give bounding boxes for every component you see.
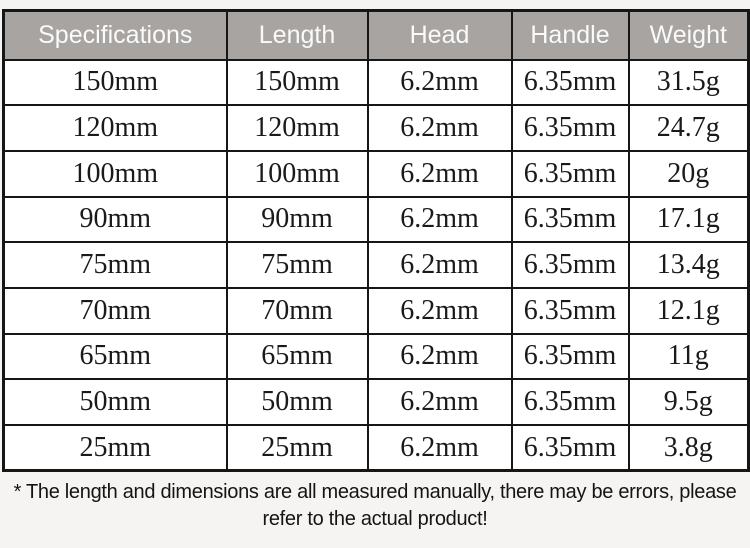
table-cell: 75mm — [225, 241, 369, 289]
table-cell: 6.35mm — [510, 286, 630, 335]
table-cell: 100mm — [225, 149, 369, 198]
footnote-line-2: refer to the actual product! — [262, 508, 488, 530]
table-cell: 50mm — [2, 378, 228, 426]
table-cell: 120mm — [225, 104, 369, 152]
table-cell: 6.2mm — [366, 241, 513, 289]
table-cell: 25mm — [225, 424, 369, 472]
table-cell: 50mm — [225, 378, 369, 426]
table-cell: 12.1g — [627, 286, 750, 335]
table-cell: 24.7g — [627, 104, 750, 152]
table-cell: 6.2mm — [366, 332, 513, 381]
column-header-head: Head — [366, 9, 513, 61]
table-cell: 11g — [627, 332, 750, 381]
table-cell: 25mm — [2, 424, 228, 472]
table-cell: 20g — [627, 149, 750, 198]
disclaimer-footnote: * The length and dimensions are all meas… — [0, 479, 750, 533]
table-cell: 6.2mm — [366, 58, 513, 107]
table-row: 100mm 100mm 6.2mm 6.35mm 20g — [2, 149, 750, 198]
table-cell: 6.35mm — [510, 149, 630, 198]
table-cell: 17.1g — [627, 195, 750, 244]
footnote-line-1: * The length and dimensions are all meas… — [13, 481, 737, 503]
table-cell: 6.35mm — [510, 378, 630, 426]
table-row: 50mm 50mm 6.2mm 6.35mm 9.5g — [2, 378, 750, 426]
table-cell: 6.2mm — [366, 424, 513, 472]
table-cell: 9.5g — [627, 378, 750, 426]
table-cell: 70mm — [225, 286, 369, 335]
column-header-weight: Weight — [627, 9, 750, 61]
table-cell: 6.35mm — [510, 195, 630, 244]
table-header-row: Specifications Length Head Handle Weight — [2, 9, 750, 61]
table-cell: 6.2mm — [366, 149, 513, 198]
table-cell: 3.8g — [627, 424, 750, 472]
table-cell: 6.35mm — [510, 241, 630, 289]
table-row: 120mm 120mm 6.2mm 6.35mm 24.7g — [2, 104, 750, 152]
table-cell: 90mm — [225, 195, 369, 244]
table-cell: 65mm — [225, 332, 369, 381]
table-cell: 150mm — [225, 58, 369, 107]
table-cell: 31.5g — [627, 58, 750, 107]
table-row: 25mm 25mm 6.2mm 6.35mm 3.8g — [2, 424, 750, 472]
table-row: 75mm 75mm 6.2mm 6.35mm 13.4g — [2, 241, 750, 289]
table-cell: 90mm — [2, 195, 228, 244]
column-header-specifications: Specifications — [2, 9, 228, 61]
table-cell: 6.2mm — [366, 286, 513, 335]
specifications-table: Specifications Length Head Handle Weight 150… — [2, 9, 750, 473]
table-row: 90mm 90mm 6.2mm 6.35mm 17.1g — [2, 195, 750, 244]
column-header-length: Length — [225, 9, 369, 61]
table-cell: 75mm — [2, 241, 228, 289]
table-cell: 6.35mm — [510, 104, 630, 152]
table-cell: 6.2mm — [366, 104, 513, 152]
table-row: 65mm 65mm 6.2mm 6.35mm 11g — [2, 332, 750, 381]
table-cell: 13.4g — [627, 241, 750, 289]
column-header-handle: Handle — [510, 9, 630, 61]
table-cell: 70mm — [2, 286, 228, 335]
table-cell: 100mm — [2, 149, 228, 198]
table-body: 150mm 150mm 6.2mm 6.35mm 31.5g 120mm 120mm 6.2m… — [2, 58, 750, 472]
table-cell: 6.2mm — [366, 195, 513, 244]
table-cell: 65mm — [2, 332, 228, 381]
table-cell: 6.35mm — [510, 332, 630, 381]
table-row: 150mm 150mm 6.2mm 6.35mm 31.5g — [2, 58, 750, 107]
table-cell: 6.35mm — [510, 424, 630, 472]
table-row: 70mm 70mm 6.2mm 6.35mm 12.1g — [2, 286, 750, 335]
table-cell: 6.35mm — [510, 58, 630, 107]
table-cell: 120mm — [2, 104, 228, 152]
table-cell: 6.2mm — [366, 378, 513, 426]
table-cell: 150mm — [2, 58, 228, 107]
